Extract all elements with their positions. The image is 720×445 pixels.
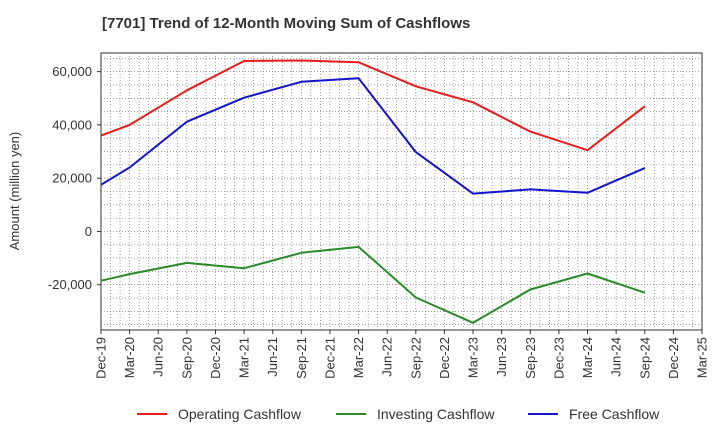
x-tick-label: Dec-23	[551, 337, 566, 379]
y-tick-label: -20,000	[48, 277, 92, 292]
y-tick-label: 20,000	[52, 171, 92, 186]
y-tick-label: 0	[85, 224, 92, 239]
legend: Operating Cashflow Investing Cashflow Free…	[137, 406, 660, 422]
series-line-free-cashflow	[100, 77, 646, 195]
x-tick-label: Dec-22	[437, 337, 452, 379]
x-tick-label: Jun-20	[151, 337, 166, 377]
y-tick-label: 60,000	[52, 64, 92, 79]
x-tick-label: Mar-22	[351, 337, 366, 378]
x-tick-label: Dec-21	[322, 337, 337, 379]
y-axis-label: Amount (million yen)	[7, 132, 22, 251]
legend-label-operating-cashflow: Operating Cashflow	[178, 406, 302, 422]
series-lines	[100, 59, 646, 324]
x-tick-label: Sep-24	[637, 337, 652, 379]
x-tick-label: Jun-23	[494, 337, 509, 377]
chart-title: [7701] Trend of 12-Month Moving Sum of C…	[102, 15, 471, 32]
x-tick-label: Mar-24	[580, 337, 595, 378]
x-tick-label: Mar-25	[695, 337, 710, 378]
x-tick-label: Mar-20	[122, 337, 137, 378]
axes: -20,000 0 20,000 40,000 60,000 Dec-19 Mar-20 Ju…	[48, 64, 710, 379]
x-tick-label: Sep-23	[523, 337, 538, 379]
x-tick-label: Mar-21	[237, 337, 252, 378]
legend-label-free-cashflow: Free Cashflow	[569, 406, 660, 422]
x-tick-label: Dec-20	[208, 337, 223, 379]
x-tick-label: Jun-24	[609, 337, 624, 377]
x-tick-label: Jun-21	[265, 337, 280, 377]
series-line-operating-cashflow	[100, 59, 646, 152]
x-tick-label: Dec-19	[94, 337, 109, 379]
y-tick-label: 40,000	[52, 117, 92, 132]
series-line-investing-cashflow	[100, 245, 646, 324]
x-tick-label: Sep-21	[294, 337, 309, 379]
x-tick-label: Sep-20	[179, 337, 194, 379]
x-tick-label: Jun-22	[380, 337, 395, 377]
x-tick-label: Sep-22	[408, 337, 423, 379]
grid	[101, 53, 702, 330]
x-tick-label: Mar-23	[466, 337, 481, 378]
legend-label-investing-cashflow: Investing Cashflow	[377, 406, 495, 422]
x-tick-label: Dec-24	[666, 337, 681, 379]
